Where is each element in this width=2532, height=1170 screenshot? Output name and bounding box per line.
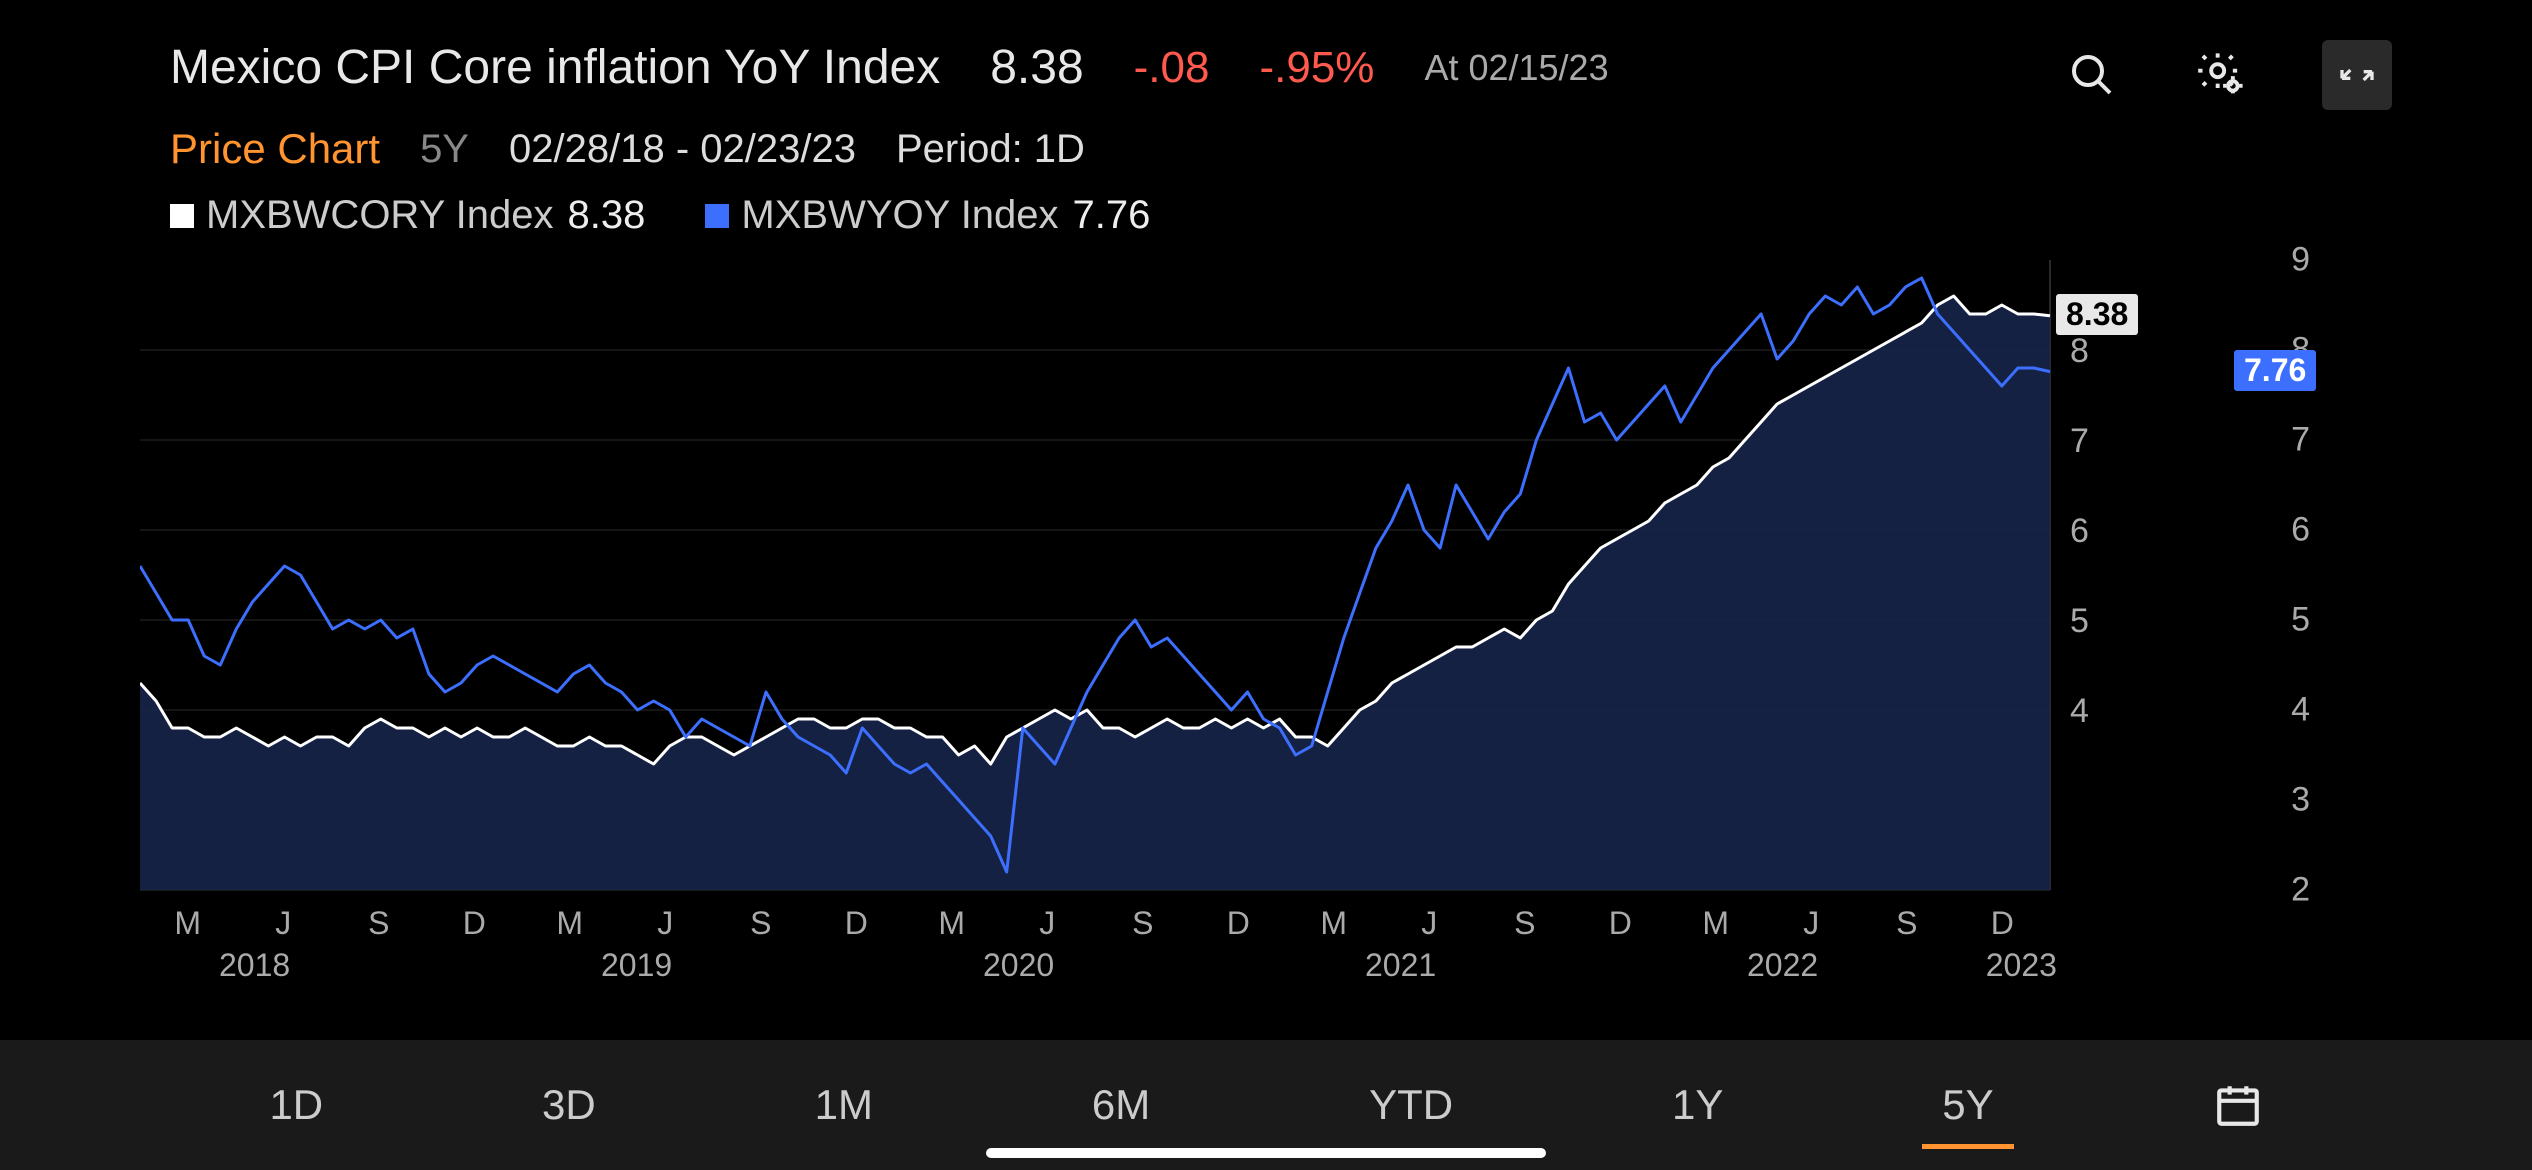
- x-tick-month: D: [463, 905, 486, 942]
- x-tick-month: M: [1702, 905, 1729, 942]
- y-tick: 6: [2291, 511, 2310, 550]
- x-tick-year: 2022: [1747, 947, 1818, 984]
- range-button-5y[interactable]: 5Y: [1902, 1061, 2033, 1149]
- legend-name-1: MXBWCORY Index: [206, 193, 554, 238]
- x-tick-month: M: [1320, 905, 1347, 942]
- gear-icon[interactable]: [2192, 45, 2252, 105]
- x-tick-month: M: [938, 905, 965, 942]
- x-tick-month: J: [1803, 905, 1819, 942]
- x-tick-year: 2021: [1365, 947, 1436, 984]
- x-tick-year: 2023: [1986, 947, 2057, 984]
- x-tick-month: S: [1132, 905, 1153, 942]
- legend-name-2: MXBWYOY Index: [741, 193, 1058, 238]
- range-button-1d[interactable]: 1D: [229, 1061, 363, 1149]
- svg-text:5: 5: [2070, 602, 2089, 640]
- y-tick: 7: [2291, 421, 2310, 460]
- x-axis: M J S D M J S D M J S D M J S D M J S D 2018 2019 2020 2021 2022…: [140, 905, 2220, 985]
- x-tick-month: D: [1227, 905, 1250, 942]
- x-tick-year: 2018: [219, 947, 290, 984]
- x-tick-month: M: [556, 905, 583, 942]
- x-tick-month: D: [1991, 905, 2014, 942]
- value-chip-series-1: 8.38: [2056, 294, 2138, 335]
- legend-swatch-1: [170, 204, 194, 228]
- x-tick-year: 2019: [601, 947, 672, 984]
- range-button-3d[interactable]: 3D: [502, 1061, 636, 1149]
- line-chart-svg: 4 5 6 7 8: [140, 260, 2220, 900]
- x-tick-month: S: [750, 905, 771, 942]
- calendar-icon[interactable]: [2173, 1060, 2303, 1150]
- home-indicator: [986, 1148, 1546, 1158]
- legend-value-2: 7.76: [1073, 193, 1151, 238]
- legend: MXBWCORY Index 8.38 MXBWYOY Index 7.76: [0, 173, 2532, 238]
- x-tick-month: D: [1609, 905, 1632, 942]
- x-tick-month: D: [845, 905, 868, 942]
- x-tick-month: J: [657, 905, 673, 942]
- range-label: 5Y: [420, 127, 469, 172]
- y-tick: 4: [2291, 691, 2310, 730]
- legend-swatch-2: [705, 204, 729, 228]
- range-button-6m[interactable]: 6M: [1052, 1061, 1190, 1149]
- svg-text:8: 8: [2070, 332, 2089, 370]
- chart-area[interactable]: 4 5 6 7 8: [140, 260, 2220, 900]
- x-tick-year: 2020: [983, 947, 1054, 984]
- svg-text:4: 4: [2070, 692, 2089, 730]
- range-button-1m[interactable]: 1M: [775, 1061, 913, 1149]
- period-label: Period: 1D: [896, 127, 1085, 172]
- y-tick: 9: [2291, 241, 2310, 280]
- legend-series-1[interactable]: MXBWCORY Index 8.38: [170, 193, 645, 238]
- price-chart-label: Price Chart: [170, 125, 380, 173]
- as-of-date: At 02/15/23: [1424, 47, 1608, 89]
- date-range: 02/28/18 - 02/23/23: [509, 127, 856, 172]
- header-actions: [2062, 40, 2392, 110]
- x-tick-month: J: [1039, 905, 1055, 942]
- x-tick-month: M: [174, 905, 201, 942]
- x-tick-month: J: [1421, 905, 1437, 942]
- y-tick: 5: [2291, 601, 2310, 640]
- current-value: 8.38: [990, 40, 1083, 95]
- x-tick-month: J: [275, 905, 291, 942]
- svg-text:7: 7: [2070, 422, 2089, 460]
- value-chip-series-2: 7.76: [2234, 350, 2316, 391]
- x-tick-month: S: [1896, 905, 1917, 942]
- svg-text:6: 6: [2070, 512, 2089, 550]
- x-tick-month: S: [1514, 905, 1535, 942]
- range-button-ytd[interactable]: YTD: [1329, 1061, 1493, 1149]
- delta-percent: -.95%: [1259, 43, 1374, 93]
- legend-value-1: 8.38: [568, 193, 646, 238]
- y-tick: 3: [2291, 781, 2310, 820]
- range-button-1y[interactable]: 1Y: [1632, 1061, 1763, 1149]
- y-tick: 2: [2291, 871, 2310, 910]
- x-tick-month: S: [368, 905, 389, 942]
- delta-absolute: -.08: [1134, 43, 1210, 93]
- page-title: Mexico CPI Core inflation YoY Index: [170, 40, 940, 95]
- search-icon[interactable]: [2062, 45, 2122, 105]
- legend-series-2[interactable]: MXBWYOY Index 7.76: [705, 193, 1150, 238]
- collapse-icon[interactable]: [2322, 40, 2392, 110]
